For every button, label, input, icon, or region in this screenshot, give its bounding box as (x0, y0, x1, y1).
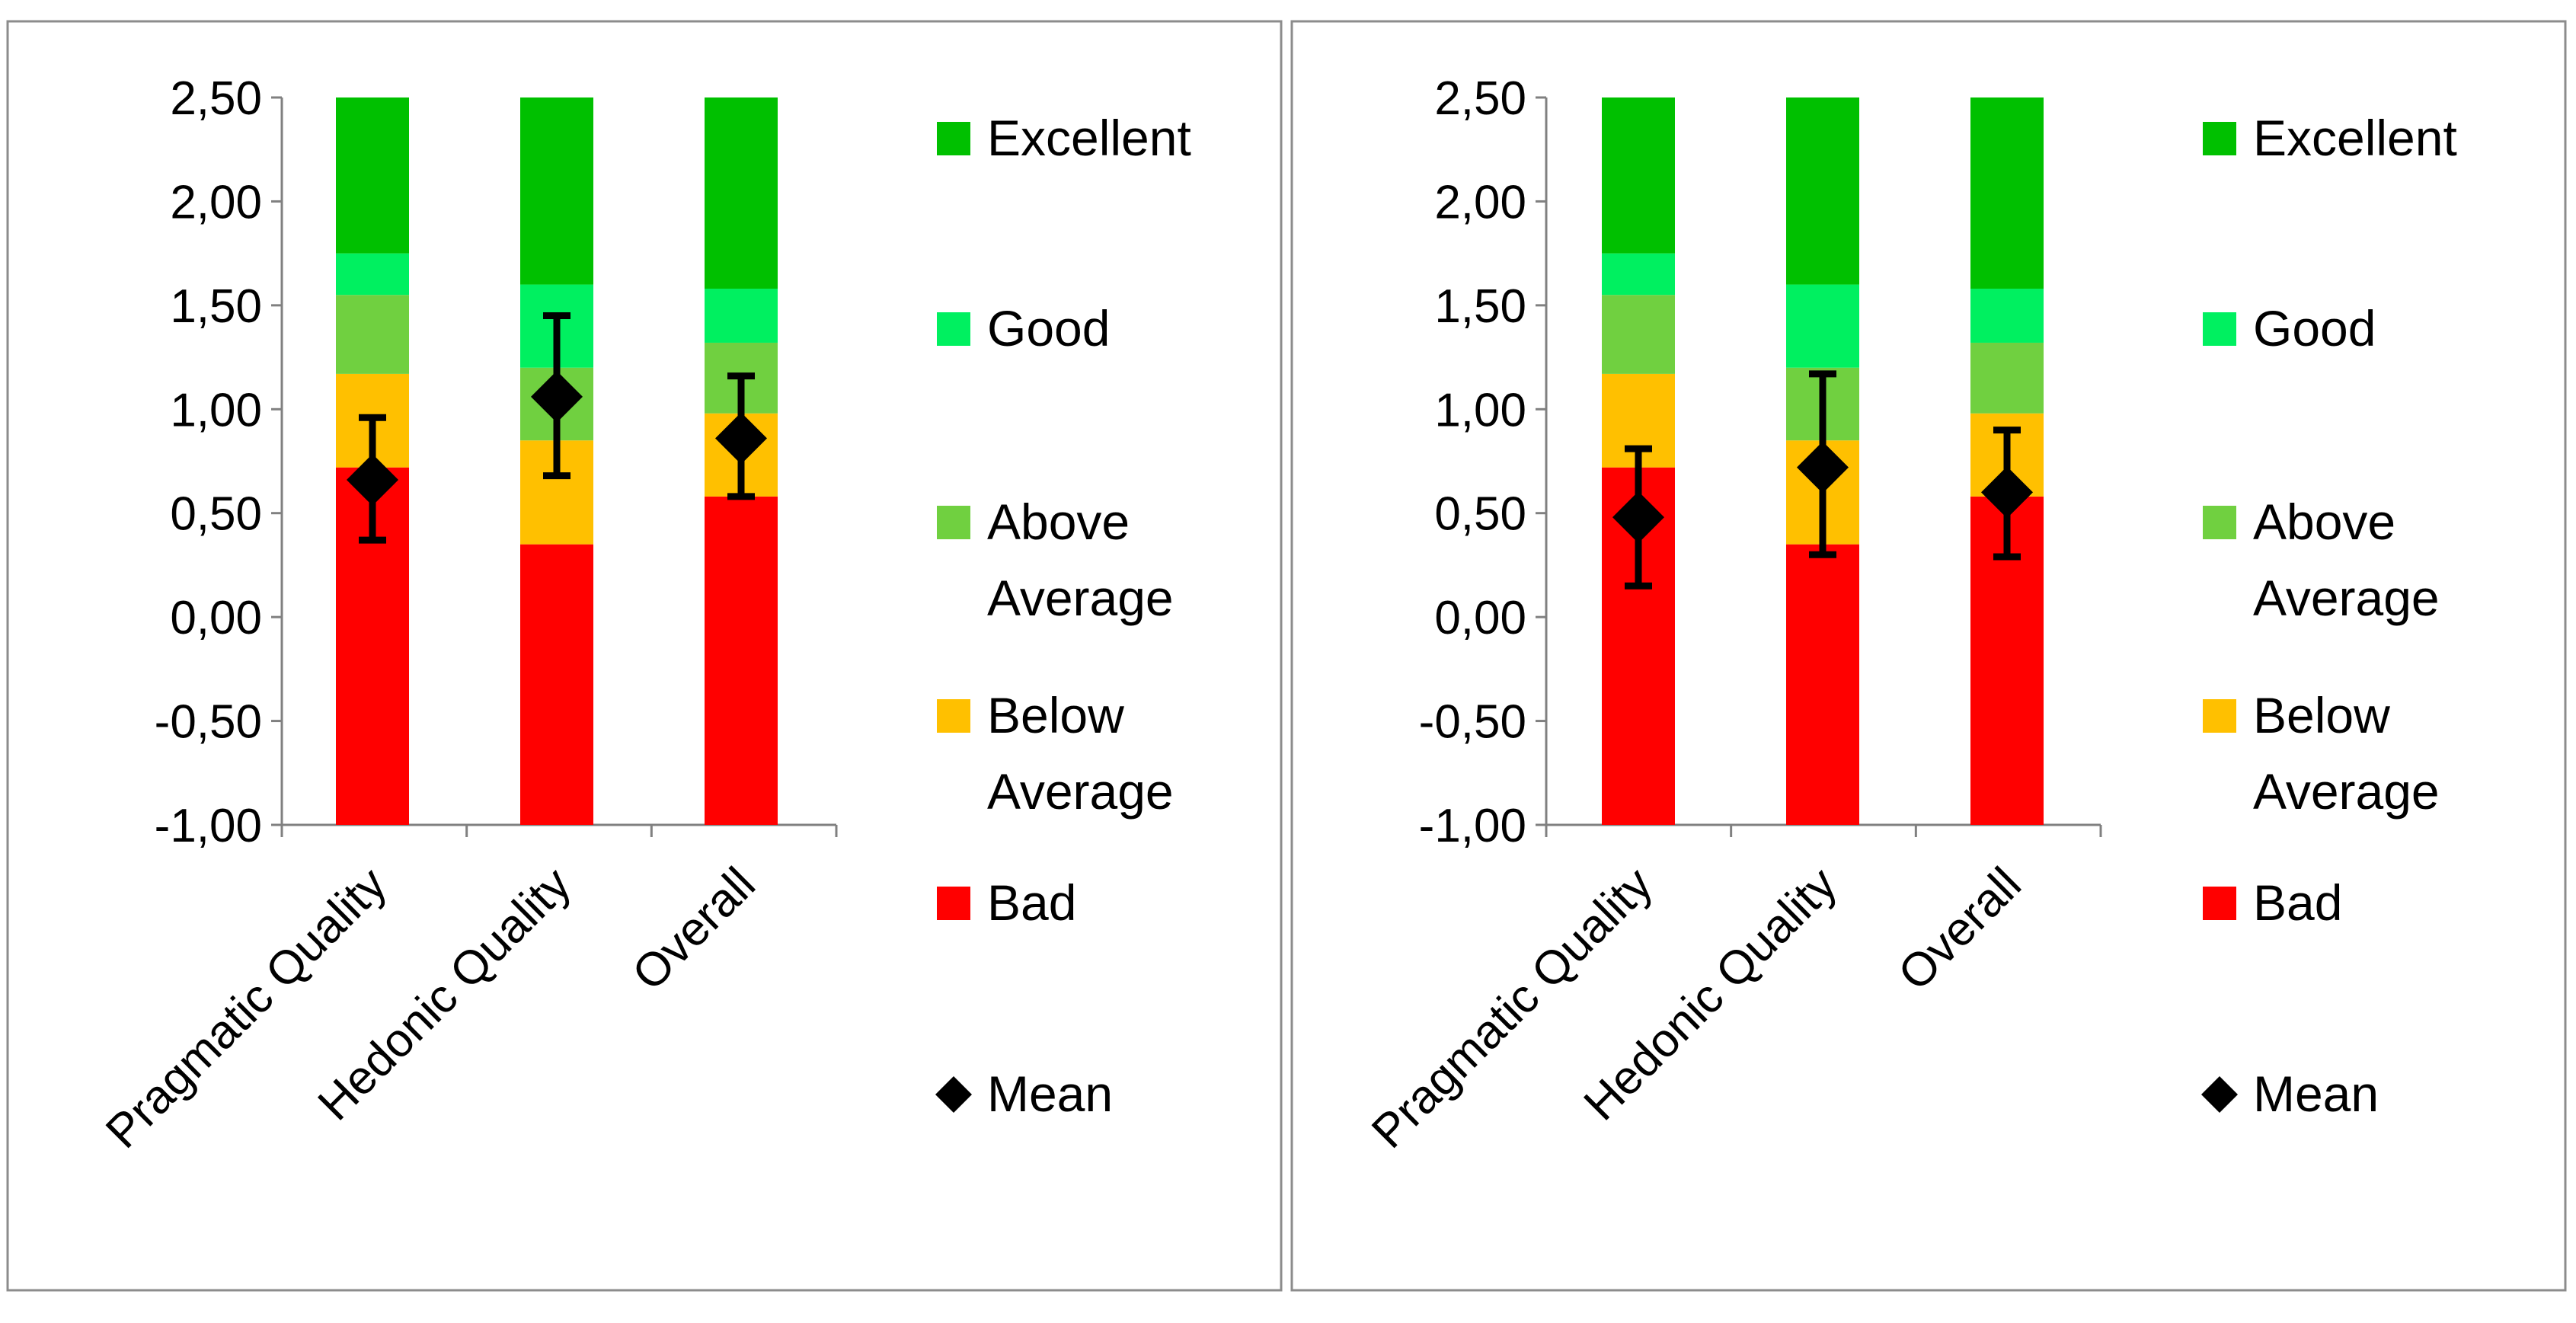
bar-bad-hedonic-quality (520, 544, 593, 825)
legend-item-excellent: Excellent (937, 110, 1191, 166)
legend-swatch-bad (937, 887, 970, 920)
legend-item-bad: Bad (2203, 874, 2342, 931)
bar-bad-hedonic-quality (1786, 544, 1859, 825)
bar-above-average-pragmatic-quality (1602, 295, 1675, 374)
mean-marker-pragmatic-quality (347, 454, 398, 507)
legend-label: Mean (2253, 1066, 2379, 1122)
legend-swatch-above-average (2203, 506, 2236, 539)
y-tick-label: 1,00 (170, 384, 262, 436)
y-tick-label: 0,00 (170, 592, 262, 644)
legend-item-above-average: Above Average (937, 494, 1174, 626)
legend-item-above-average: Above Average (2203, 494, 2440, 626)
y-tick-label: -1,00 (155, 800, 262, 852)
bar-good-overall (1970, 289, 2044, 343)
legend-swatch-above-average (937, 506, 970, 539)
legend-swatch-below-average (937, 699, 970, 733)
legend-item-mean: Mean (935, 1066, 1113, 1122)
legend-swatch-excellent (937, 122, 970, 155)
legend-label: Below (987, 687, 1124, 743)
legend-swatch-good (937, 312, 970, 346)
legend-item-mean: Mean (2201, 1066, 2379, 1122)
legend-item-below-average: Below Average (937, 687, 1174, 820)
legend-item-good: Good (2203, 300, 2376, 356)
chart-frame (1290, 20, 2567, 1292)
y-tick-label: 2,50 (170, 72, 262, 125)
bar-good-overall (705, 289, 778, 343)
y-tick-label: 2,00 (170, 176, 262, 228)
mean-marker-overall (1981, 466, 2033, 519)
legend-label: Bad (2253, 874, 2342, 931)
legend-label: Mean (987, 1066, 1113, 1122)
y-tick-label: 0,00 (1434, 592, 1526, 644)
y-tick-label: 2,50 (1434, 72, 1526, 125)
legend-label: Below (2253, 687, 2390, 743)
legend-item-bad: Bad (937, 874, 1076, 931)
bar-above-average-overall (1970, 342, 2044, 414)
legend-item-good: Good (937, 300, 1110, 356)
legend-label: Average (2253, 763, 2440, 820)
chart-panel-2: 2,502,001,501,000,500,00-0,50-1,00Pragma… (1290, 20, 2567, 1292)
y-tick-label: -0,50 (155, 696, 262, 749)
bar-excellent-pragmatic-quality (1602, 97, 1675, 254)
bar-good-hedonic-quality (1786, 284, 1859, 368)
chart-panel-1: 2,502,001,501,000,500,00-0,50-1,00Pragma… (6, 20, 1283, 1292)
legend-label: Average (987, 763, 1174, 820)
legend-label: Bad (987, 874, 1076, 931)
y-tick-label: -0,50 (1419, 696, 1526, 749)
mean-marker-overall (715, 412, 767, 465)
legend-label: Above (2253, 494, 2395, 550)
legend-item-below-average: Below Average (2203, 687, 2440, 820)
legend-label: Good (987, 300, 1110, 356)
legend-item-excellent: Excellent (2203, 110, 2457, 166)
legend-swatch-below-average (2203, 699, 2236, 733)
legend-label: Above (987, 494, 1130, 550)
legend: Excellent Good Above Average Below Average Bad… (2201, 110, 2457, 1122)
legend-swatch-bad (2203, 887, 2236, 920)
legend-swatch-good (2203, 312, 2236, 346)
bar-good-pragmatic-quality (1602, 253, 1675, 296)
legend: Excellent Good Above Average Below Average Bad… (935, 110, 1191, 1122)
legend-swatch-mean (935, 1076, 972, 1113)
mean-marker-hedonic-quality (531, 370, 583, 423)
chart-frame (6, 20, 1283, 1292)
bar-good-pragmatic-quality (336, 253, 409, 296)
legend-label: Good (2253, 300, 2376, 356)
legend-label: Excellent (987, 110, 1191, 166)
bar-excellent-overall (1970, 97, 2044, 289)
mean-marker-pragmatic-quality (1612, 491, 1664, 544)
bar-bad-overall (705, 496, 778, 825)
y-tick-label: 1,00 (1434, 384, 1526, 436)
y-tick-label: 1,50 (1434, 280, 1526, 333)
bar-excellent-overall (705, 97, 778, 289)
y-tick-label: 0,50 (1434, 488, 1526, 541)
mean-marker-hedonic-quality (1797, 441, 1849, 494)
bar-excellent-hedonic-quality (520, 97, 593, 285)
y-tick-label: 1,50 (170, 280, 262, 333)
legend-swatch-excellent (2203, 122, 2236, 155)
y-tick-label: 0,50 (170, 488, 262, 541)
legend-label: Average (987, 570, 1174, 626)
legend-swatch-mean (2201, 1076, 2238, 1113)
bar-above-average-pragmatic-quality (336, 295, 409, 374)
bar-excellent-hedonic-quality (1786, 97, 1859, 285)
bar-excellent-pragmatic-quality (336, 97, 409, 254)
y-tick-label: 2,00 (1434, 176, 1526, 228)
y-tick-label: -1,00 (1419, 800, 1526, 852)
legend-label: Excellent (2253, 110, 2457, 166)
legend-label: Average (2253, 570, 2440, 626)
